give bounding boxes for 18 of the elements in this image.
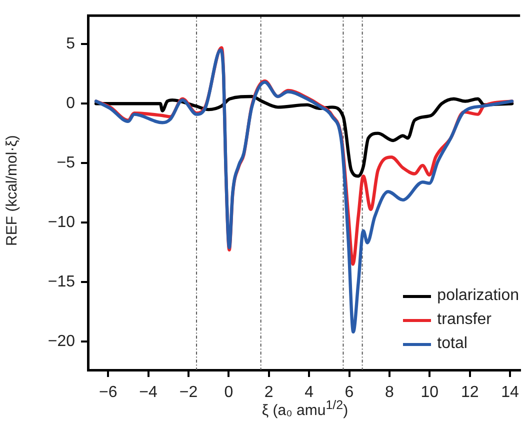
legend-label: polarization [437,287,519,305]
x-tick-label: 12 [460,384,479,402]
x-tick-label: 8 [385,384,394,402]
legend-label: transfer [437,311,492,329]
y-tick-label: −15 [48,273,76,290]
legend-label: total [437,335,468,353]
y-tick-label: −20 [48,332,76,350]
x-tick-label: 14 [501,384,520,402]
x-tick-label: 0 [224,384,234,402]
x-tick-label: 10 [420,384,439,402]
x-tick-label: −2 [179,384,198,402]
y-tick-label: −5 [56,154,76,172]
y-axis-title: REF (kcal/mol·ξ) [4,134,20,248]
y-tick-label: −10 [48,214,76,231]
x-tick-label: −6 [98,384,118,402]
y-tick-label: 0 [66,95,76,112]
y-tick-label: 5 [66,36,76,53]
x-tick-label: −4 [139,384,158,402]
